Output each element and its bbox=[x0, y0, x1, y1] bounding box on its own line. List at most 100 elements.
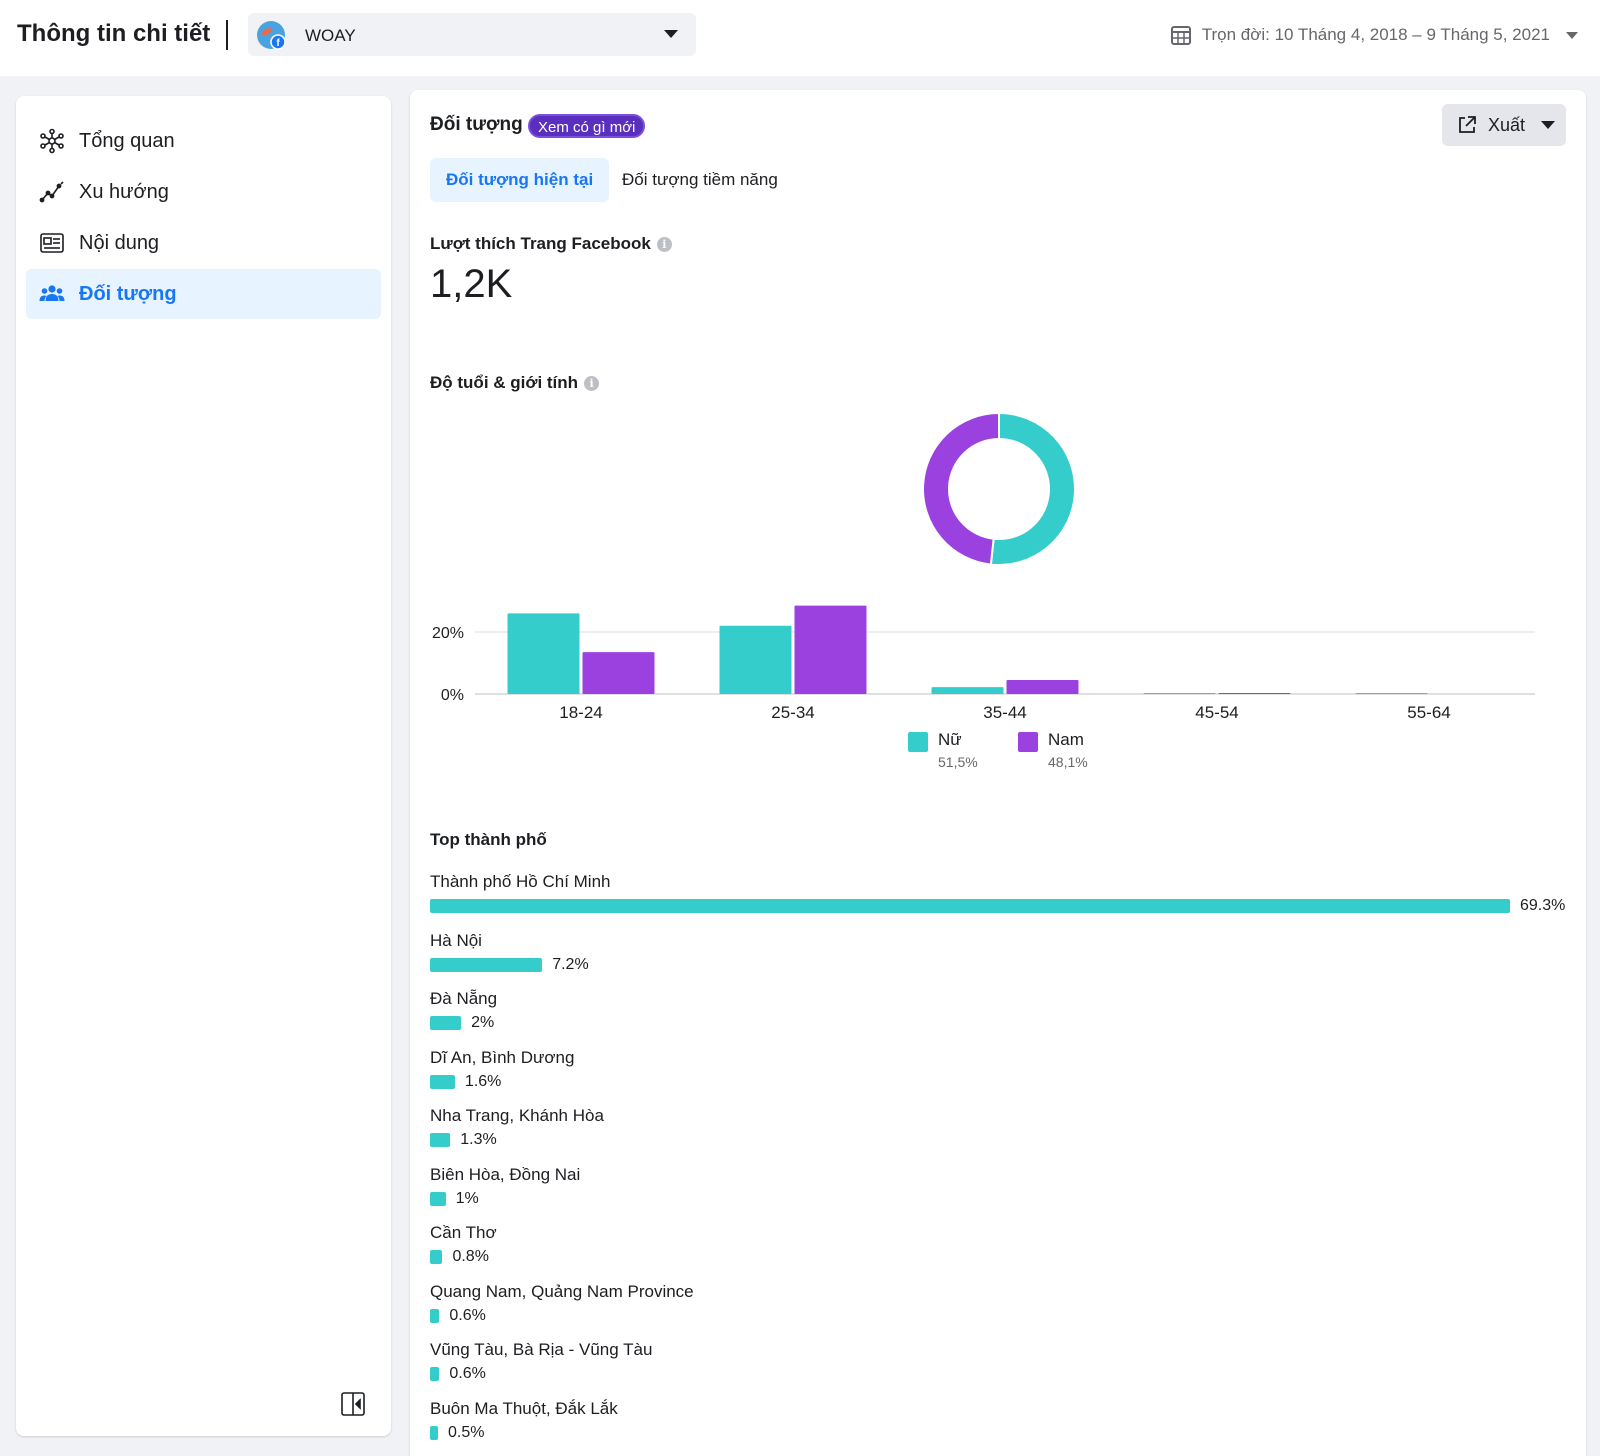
gender-donut-chart bbox=[922, 411, 1076, 566]
bar-55-64-female[interactable] bbox=[1355, 693, 1428, 694]
city-bar bbox=[430, 1191, 446, 1206]
age-gender-title: Độ tuổi & giới tính bbox=[430, 373, 579, 392]
whats-new-badge[interactable]: Xem có gì mới bbox=[528, 114, 646, 138]
x-tick-label: 35-44 bbox=[983, 703, 1026, 722]
bar-35-44-female[interactable] bbox=[931, 687, 1004, 694]
city-name: Đà Nẵng bbox=[430, 989, 498, 1008]
city-name: Quang Nam, Quảng Nam Province bbox=[430, 1281, 694, 1301]
city-bar-row: 0.6% bbox=[430, 1306, 1570, 1324]
page-selector[interactable]: f WOAY bbox=[248, 13, 696, 56]
city-percent: 69.3% bbox=[1520, 897, 1566, 914]
city-bar-row: 1.6% bbox=[430, 1072, 1570, 1090]
city-bar bbox=[430, 1074, 455, 1089]
page-likes-value: 1,2K bbox=[430, 262, 513, 306]
city-name: Dĩ An, Bình Dương bbox=[430, 1047, 575, 1067]
city-row: Nha Trang, Khánh Hòa 1.3% bbox=[430, 1106, 1570, 1165]
city-row: Vũng Tàu, Bà Rịa - Vũng Tàu 0.6% bbox=[430, 1340, 1570, 1399]
city-percent: 0.8% bbox=[452, 1248, 489, 1265]
city-name: Nha Trang, Khánh Hòa bbox=[430, 1106, 604, 1125]
city-row: Buôn Ma Thuột, Đắk Lắk 0.5% bbox=[430, 1399, 1570, 1456]
content-icon bbox=[38, 229, 66, 257]
page-name: WOAY bbox=[305, 26, 356, 45]
sidebar-item-label: Nội dung bbox=[79, 231, 160, 254]
bar-18-24-female[interactable] bbox=[507, 613, 580, 694]
legend-label: Nữ bbox=[938, 730, 962, 749]
city-percent: 1.6% bbox=[464, 1072, 502, 1090]
x-tick-label: 25-34 bbox=[771, 703, 814, 722]
city-percent: 0.6% bbox=[449, 1306, 486, 1324]
age-gender-bar-chart: 20% 0% 18-24 25-34 35-44 45-54 55-64 bbox=[432, 605, 1535, 722]
audience-panel: Đối tượng Xem có gì mới Xuất Đối tượng h… bbox=[410, 90, 1586, 1456]
network-icon bbox=[38, 127, 66, 155]
city-percent: 0.6% bbox=[449, 1365, 486, 1382]
export-button[interactable]: Xuất bbox=[1442, 104, 1566, 146]
date-range-label: Trọn đời: 10 Tháng 4, 2018 – 9 Tháng 5, … bbox=[1201, 25, 1550, 44]
legend-percent: 48,1% bbox=[1048, 754, 1088, 770]
page-likes-label: Lượt thích Trang Facebook bbox=[430, 234, 651, 253]
sidebar-item-overview[interactable]: Tổng quan bbox=[26, 116, 381, 166]
section-title: Đối tượng bbox=[430, 114, 523, 135]
collapse-sidebar-icon[interactable] bbox=[339, 1390, 367, 1418]
city-percent: 1.3% bbox=[460, 1131, 497, 1148]
x-tick-label: 45-54 bbox=[1195, 703, 1238, 722]
x-tick-label: 18-24 bbox=[559, 703, 602, 722]
sidebar-item-audience[interactable]: Đối tượng bbox=[26, 269, 381, 319]
calendar-icon bbox=[1170, 26, 1191, 45]
age-gender-title-row: Độ tuổi & giới tính i bbox=[430, 373, 600, 393]
city-bar-row: 1.3% bbox=[430, 1131, 1570, 1148]
y-tick-label: 0% bbox=[441, 687, 464, 704]
city-row: Cần Thơ 0.8% bbox=[430, 1223, 1570, 1282]
city-row: Biên Hòa, Đồng Nai 1% bbox=[430, 1165, 1570, 1224]
chevron-down-icon bbox=[1566, 31, 1578, 39]
y-tick-label: 20% bbox=[432, 625, 464, 642]
top-cities-title: Top thành phố bbox=[430, 830, 547, 849]
sidebar-item-content[interactable]: Nội dung bbox=[26, 218, 381, 268]
legend-swatch-male bbox=[1018, 732, 1038, 752]
city-name: Buôn Ma Thuột, Đắk Lắk bbox=[430, 1398, 618, 1418]
sidebar: Tổng quan Xu hướng Nội dung bbox=[16, 96, 391, 1436]
city-bar bbox=[430, 1133, 451, 1147]
sidebar-item-label: Đối tượng bbox=[79, 282, 177, 305]
donut-slice-male[interactable] bbox=[922, 411, 1000, 566]
page-likes-label-row: Lượt thích Trang Facebook i bbox=[430, 234, 672, 254]
top-cities-list: Thành phố Hồ Chí Minh 69.3% Hà Nội 7.2% Đà N… bbox=[430, 872, 1570, 1456]
city-percent: 0.5% bbox=[448, 1423, 485, 1441]
people-icon bbox=[38, 280, 66, 308]
sidebar-item-trends[interactable]: Xu hướng bbox=[26, 167, 381, 217]
chevron-down-icon bbox=[664, 30, 678, 38]
city-bar-row: 0.6% bbox=[430, 1365, 1570, 1382]
bar-25-34-male[interactable] bbox=[794, 605, 867, 694]
city-row: Thành phố Hồ Chí Minh 69.3% bbox=[430, 872, 1570, 931]
trend-icon bbox=[38, 178, 66, 206]
bar-25-34-female[interactable] bbox=[719, 625, 792, 694]
city-bar bbox=[430, 1016, 462, 1030]
city-name: Thành phố Hồ Chí Minh bbox=[430, 872, 611, 891]
app-title: Thông tin chi tiết bbox=[17, 20, 211, 47]
legend-label: Nam bbox=[1048, 730, 1084, 749]
legend-percent: 51,5% bbox=[938, 754, 978, 770]
svg-text:f: f bbox=[276, 38, 280, 49]
tab-current-audience[interactable]: Đối tượng hiện tại bbox=[430, 158, 610, 202]
info-icon[interactable]: i bbox=[584, 375, 600, 391]
city-bar bbox=[430, 1425, 438, 1440]
sidebar-item-label: Tổng quan bbox=[79, 129, 175, 152]
bar-18-24-male[interactable] bbox=[582, 652, 655, 694]
donut-slice-female[interactable] bbox=[989, 411, 1076, 566]
city-name: Vũng Tàu, Bà Rịa - Vũng Tàu bbox=[430, 1340, 653, 1359]
legend-swatch-female bbox=[908, 732, 928, 752]
page-avatar-icon: f bbox=[257, 21, 286, 50]
bar-35-44-male[interactable] bbox=[1006, 680, 1079, 694]
info-icon[interactable]: i bbox=[656, 236, 672, 252]
city-bar-row: 0.8% bbox=[430, 1248, 1570, 1265]
city-bar bbox=[430, 957, 543, 972]
bar-45-54-male[interactable] bbox=[1218, 693, 1291, 694]
date-range-picker[interactable]: Trọn đời: 10 Tháng 4, 2018 – 9 Tháng 5, … bbox=[1170, 22, 1578, 48]
chevron-down-icon bbox=[1541, 121, 1556, 129]
city-row: Hà Nội 7.2% bbox=[430, 931, 1570, 990]
city-name: Hà Nội bbox=[430, 930, 482, 950]
bar-45-54-female[interactable] bbox=[1143, 693, 1216, 694]
city-bar-row: 7.2% bbox=[430, 956, 1570, 973]
tab-potential-audience[interactable]: Đối tượng tiềm năng bbox=[622, 170, 778, 189]
title-divider bbox=[226, 20, 228, 50]
city-name: Cần Thơ bbox=[430, 1223, 497, 1242]
